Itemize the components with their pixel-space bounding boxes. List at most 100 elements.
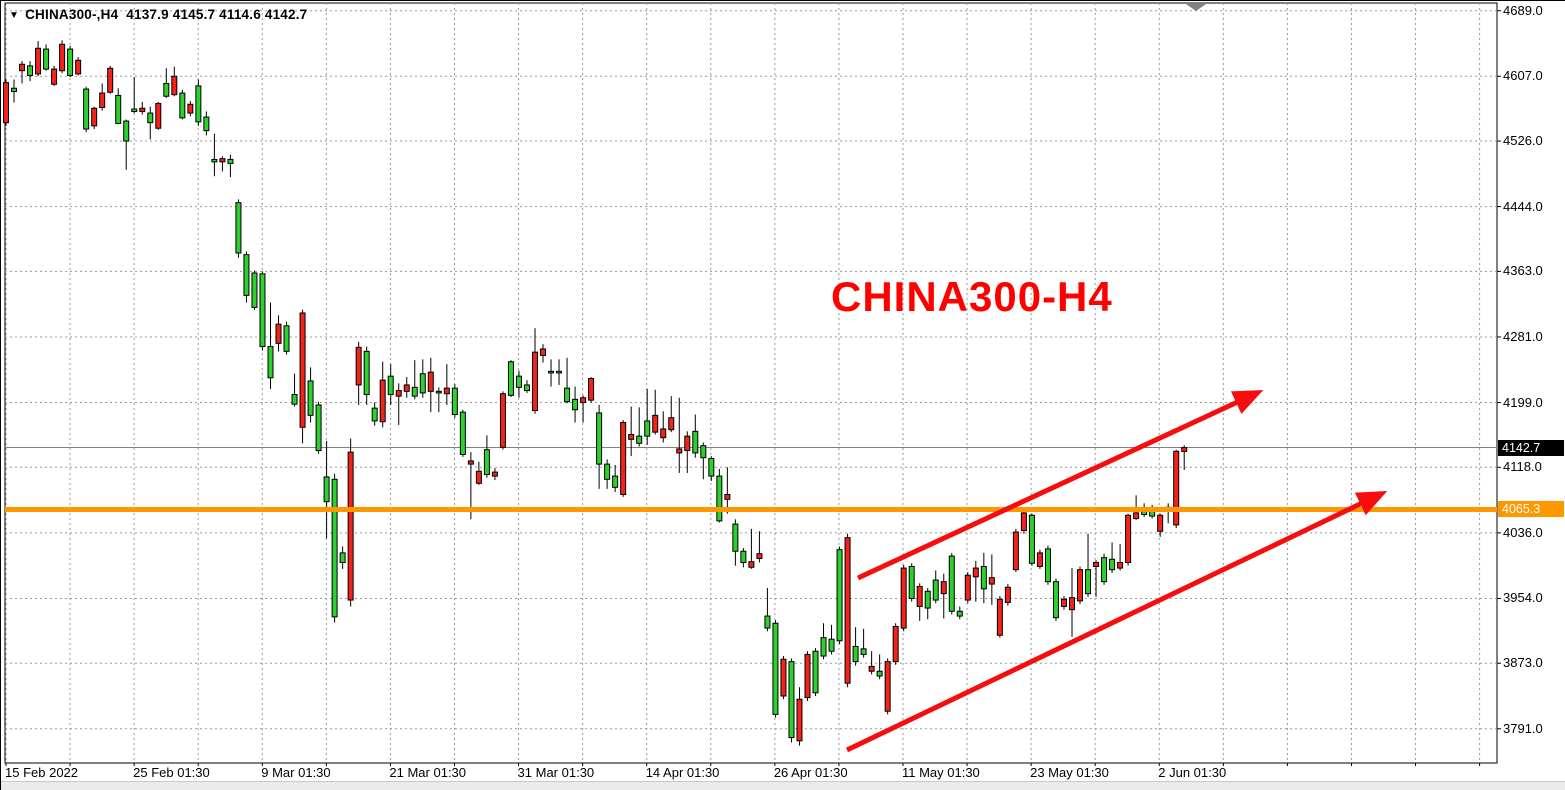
candle-body (235, 202, 242, 254)
candle (75, 57, 82, 76)
candle (788, 658, 795, 743)
candle (243, 251, 250, 303)
candle (1020, 511, 1027, 534)
candle-body (91, 107, 98, 127)
price-axis-label[interactable]: 4118.0 (1503, 459, 1542, 475)
candle-body (147, 112, 154, 124)
candle (99, 83, 106, 111)
time-axis-label[interactable]: 2 Jun 01:30 (1158, 765, 1227, 780)
time-axis-label[interactable]: 15 Feb 2022 (5, 765, 79, 780)
candle-body (515, 375, 522, 388)
candle-body (972, 567, 979, 578)
candle-body (1101, 557, 1108, 583)
candle (780, 656, 787, 700)
candle (820, 623, 827, 660)
price-axis-label[interactable]: 4444.0 (1503, 198, 1543, 214)
candle (860, 628, 867, 658)
price-axis-label[interactable]: 4281.0 (1503, 328, 1543, 344)
candle (3, 79, 9, 126)
candle-body (67, 48, 74, 76)
time-axis-label[interactable]: 14 Apr 01:30 (645, 765, 720, 780)
price-axis-label[interactable]: 3954.0 (1503, 590, 1543, 606)
candle-body (451, 387, 458, 416)
candle-body (1052, 581, 1059, 619)
candle (980, 552, 987, 604)
time-axis-label[interactable]: 23 May 01:30 (1030, 765, 1109, 780)
current-price-tag: 4142.7 (1498, 439, 1564, 456)
candle (612, 464, 619, 493)
candle (379, 361, 386, 428)
candle-body (59, 43, 66, 72)
candle-body (203, 116, 210, 132)
candle-body (3, 82, 9, 124)
candle-body (1109, 558, 1116, 571)
time-axis-label[interactable]: 25 Feb 01:30 (133, 765, 210, 780)
candle (435, 387, 442, 413)
candle-body (796, 698, 803, 742)
candle (908, 563, 915, 602)
candle-body (604, 463, 611, 480)
candle-body (179, 92, 186, 119)
candle (195, 79, 202, 126)
candle (636, 407, 643, 447)
candle (11, 79, 18, 103)
candle (515, 370, 522, 398)
price-axis-label[interactable]: 4363.0 (1503, 263, 1543, 279)
candle (676, 397, 683, 473)
candle-body (956, 610, 963, 617)
candle (988, 554, 995, 605)
candle-body (155, 102, 162, 129)
candle-body (860, 648, 867, 655)
candle-body (283, 325, 290, 352)
plot-area[interactable] (4, 2, 1498, 764)
candle-body (475, 470, 482, 484)
candle (828, 624, 835, 655)
price-axis-label[interactable]: 3873.0 (1503, 655, 1543, 671)
time-axis-label[interactable]: 31 Mar 01:30 (517, 765, 595, 780)
price-axis-label[interactable]: 4036.0 (1503, 524, 1543, 540)
candle (884, 658, 891, 715)
candle-body (780, 658, 787, 697)
candle-body (323, 476, 330, 503)
price-axis-label[interactable]: 4689.0 (1503, 2, 1543, 18)
candle (764, 588, 771, 632)
candle (924, 588, 931, 620)
time-axis-label[interactable]: 11 May 01:30 (901, 765, 980, 780)
candle (1181, 445, 1188, 471)
candle (483, 435, 490, 478)
candle-body (788, 661, 795, 739)
axis-ticks (5, 10, 1501, 766)
candle (740, 548, 747, 568)
candle-body (387, 375, 394, 396)
candle-body (1028, 514, 1035, 564)
candle-body (684, 435, 691, 452)
candle (459, 409, 466, 457)
autoscroll-marker-icon[interactable] (1186, 4, 1206, 11)
candle-body (219, 158, 226, 163)
upper-trend-arrow[interactable] (856, 390, 1264, 581)
price-axis-label[interactable]: 3791.0 (1503, 720, 1543, 736)
price-axis-label[interactable]: 4199.0 (1503, 394, 1543, 410)
price-axis-label[interactable]: 4607.0 (1503, 68, 1543, 84)
time-axis-label[interactable]: 21 Mar 01:30 (389, 765, 467, 780)
candle (940, 573, 947, 619)
candle-body (379, 379, 386, 423)
candle (644, 388, 651, 445)
time-axis-label[interactable]: 26 Apr 01:30 (773, 765, 848, 780)
candle (836, 546, 843, 645)
candle-body (1068, 597, 1075, 611)
candle (1157, 513, 1164, 537)
candle (692, 414, 699, 458)
lower-trend-arrow[interactable] (845, 490, 1388, 753)
candle-body (1077, 569, 1084, 602)
candle (283, 321, 290, 355)
candle-body (1060, 598, 1067, 607)
candle (395, 383, 402, 425)
candle (892, 623, 899, 665)
candle-body (195, 85, 202, 123)
time-axis-label[interactable]: 9 Mar 01:30 (261, 765, 331, 780)
candle (451, 384, 458, 418)
candle-body (996, 598, 1003, 636)
price-axis-label[interactable]: 4526.0 (1503, 133, 1543, 149)
